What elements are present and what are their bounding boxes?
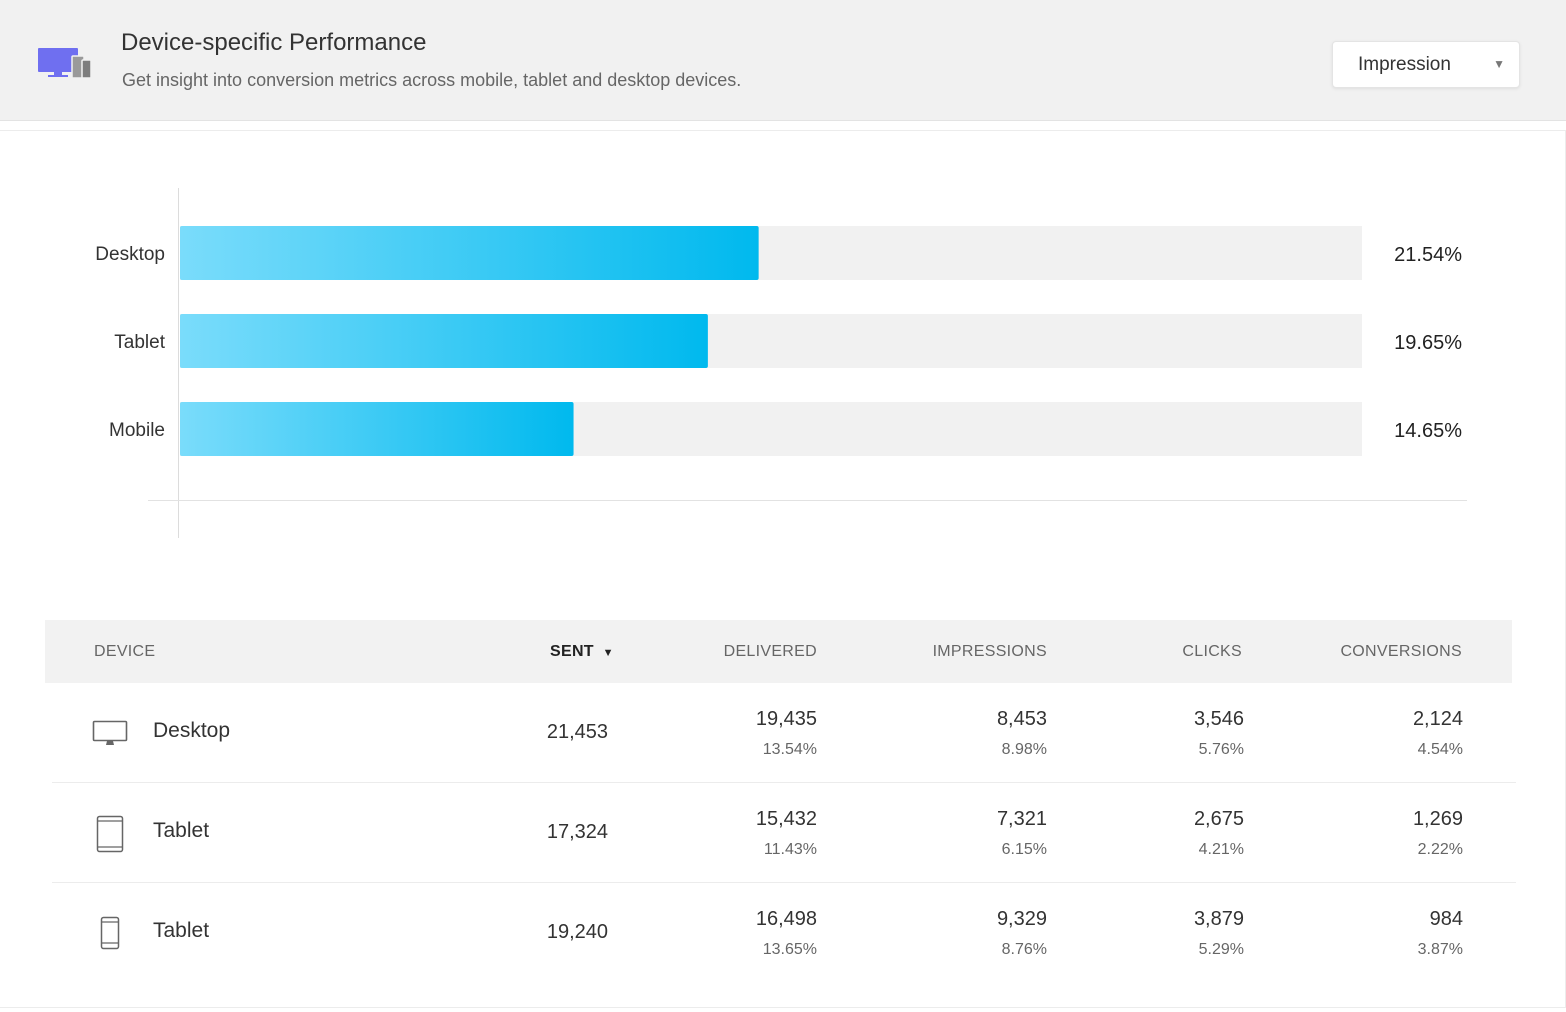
conversions-value: 1,269 [1412, 808, 1463, 830]
impressions-percent: 8.76% [1001, 941, 1047, 958]
category-label-tablet: Tablet [114, 332, 165, 353]
column-delivered[interactable]: DELIVERED [723, 643, 817, 660]
table-row[interactable]: Tablet 19,240 16,498 13.65% 9,329 8.76% … [52, 883, 1516, 983]
column-impressions[interactable]: IMPRESSIONS [932, 643, 1047, 660]
column-device[interactable]: DEVICE [94, 643, 156, 660]
clicks-percent: 4.21% [1198, 841, 1244, 858]
page-header: Device-specific Performance Get insight … [0, 0, 1566, 121]
sent-value: 17,324 [546, 821, 608, 843]
desktop-icon [92, 720, 128, 745]
page-subtitle: Get insight into conversion metrics acro… [122, 70, 742, 90]
column-sent-label: SENT [550, 643, 594, 660]
value-label-desktop: 21.54% [1394, 244, 1462, 266]
sent-value: 19,240 [546, 921, 608, 943]
impressions-value: 9,329 [996, 908, 1047, 930]
devices-icon [38, 48, 92, 79]
category-label-mobile: Mobile [109, 420, 165, 441]
delivered-value: 15,432 [755, 808, 817, 830]
clicks-percent: 5.29% [1198, 941, 1244, 958]
conversions-percent: 2.22% [1417, 841, 1463, 858]
device-name: Tablet [153, 819, 210, 842]
clicks-percent: 5.76% [1198, 741, 1244, 758]
delivered-value: 16,498 [755, 908, 817, 930]
column-sent[interactable]: SENT ▼ [550, 643, 614, 661]
clicks-value: 3,546 [1193, 708, 1244, 730]
conversions-value: 2,124 [1412, 708, 1463, 730]
conversions-percent: 4.54% [1417, 741, 1463, 758]
delivered-percent: 13.65% [762, 941, 817, 958]
device-name: Desktop [153, 719, 231, 742]
column-clicks[interactable]: CLICKS [1182, 643, 1242, 660]
delivered-percent: 13.54% [762, 741, 817, 758]
value-label-tablet: 19.65% [1394, 332, 1462, 354]
table-row[interactable]: Desktop 21,453 19,435 13.54% 8,453 8.98%… [52, 683, 1516, 783]
impressions-value: 7,321 [996, 808, 1047, 830]
column-conversions[interactable]: CONVERSIONS [1340, 643, 1462, 660]
bar-tablet[interactable] [180, 314, 708, 368]
category-label-desktop: Desktop [95, 244, 165, 265]
device-bar-chart: Desktop 21.54% Tablet 19.65% Mobile 14.65% [95, 188, 1467, 538]
value-label-mobile: 14.65% [1394, 420, 1462, 442]
conversions-percent: 3.87% [1417, 941, 1463, 958]
mobile-icon [100, 916, 120, 950]
conversions-value: 984 [1429, 908, 1463, 930]
clicks-value: 3,879 [1193, 908, 1244, 930]
table-header: DEVICE SENT ▼ DELIVERED IMPRESSIONS CLIC… [45, 620, 1512, 683]
clicks-value: 2,675 [1193, 808, 1244, 830]
device-name: Tablet [153, 919, 210, 942]
page-title: Device-specific Performance [121, 29, 427, 56]
impressions-percent: 8.98% [1001, 741, 1047, 758]
chevron-down-icon: ▼ [1493, 57, 1505, 71]
impressions-percent: 6.15% [1001, 841, 1047, 858]
bar-mobile[interactable] [180, 402, 574, 456]
delivered-value: 19,435 [755, 708, 817, 730]
bar-desktop[interactable] [180, 226, 759, 280]
delivered-percent: 11.43% [763, 841, 817, 858]
table-row[interactable]: Tablet 17,324 15,432 11.43% 7,321 6.15% … [52, 783, 1516, 883]
metric-select[interactable]: Impression ▼ [1332, 41, 1520, 88]
impressions-value: 8,453 [996, 708, 1047, 730]
sort-desc-icon: ▼ [602, 647, 614, 659]
tablet-icon [96, 815, 124, 853]
metric-select-value: Impression [1358, 54, 1451, 75]
sent-value: 21,453 [546, 721, 608, 743]
